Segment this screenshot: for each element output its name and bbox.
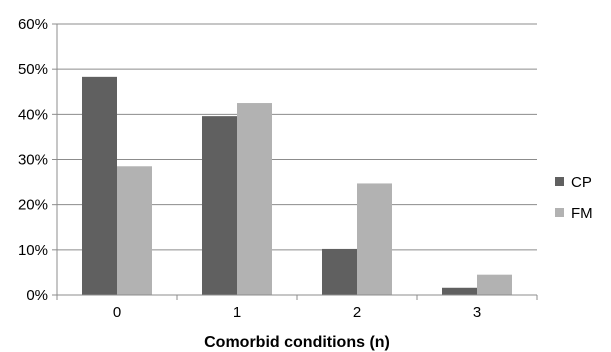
legend-swatch-fm	[555, 208, 564, 217]
bar-cp-0	[82, 76, 117, 295]
bar-cp-1	[202, 116, 237, 295]
x-axis-label: Comorbid conditions (n)	[204, 334, 390, 351]
y-tick-label: 30%	[18, 152, 48, 169]
y-tick-label: 10%	[18, 242, 48, 259]
x-tick-label: 3	[473, 304, 481, 321]
y-tick-label: 20%	[18, 197, 48, 214]
x-tick-label: 2	[353, 304, 361, 321]
x-tick-labels: 0 1 2 3	[113, 304, 481, 321]
bar-cp-3	[442, 287, 477, 295]
y-tick-label: 0%	[26, 287, 48, 304]
bar-fm-2	[357, 183, 392, 295]
legend-label-fm: FM	[571, 205, 593, 222]
bars	[82, 76, 512, 296]
y-tick-labels: 0% 10% 20% 30% 40% 50% 60%	[18, 16, 48, 304]
y-tick-label: 50%	[18, 61, 48, 78]
y-tick-label: 60%	[18, 16, 48, 33]
y-tick-label: 40%	[18, 106, 48, 123]
bar-fm-3	[477, 274, 512, 295]
bar-fm-1	[237, 103, 272, 296]
legend-swatch-cp	[555, 177, 564, 186]
x-tick-label: 0	[113, 304, 121, 321]
x-tick-label: 1	[233, 304, 241, 321]
legend-label-cp: CP	[571, 174, 592, 191]
bar-fm-0	[117, 166, 152, 295]
bar-cp-2	[322, 248, 357, 295]
axes	[56, 24, 538, 300]
legend: CP FM	[555, 174, 593, 222]
